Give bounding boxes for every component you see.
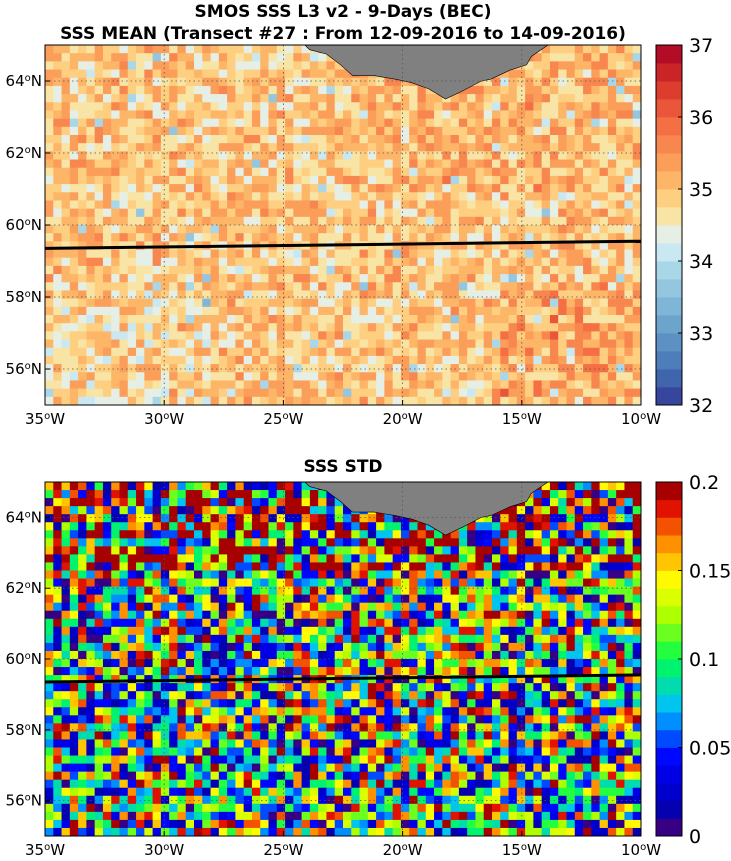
colorbar-tick-label: 35 (689, 179, 713, 201)
x-tick-label: 15oW (502, 841, 542, 859)
x-tick-label: 20oW (383, 410, 423, 428)
colorbar-tick-label: 37 (689, 35, 713, 57)
y-tick-label: 58oN (6, 721, 42, 739)
x-tick-label: 30oW (144, 410, 184, 428)
colorbar-tick-label: 0.15 (689, 561, 731, 583)
land-mass (304, 481, 549, 536)
colorbar-tick-label: 33 (689, 323, 713, 345)
y-tick-label: 62oN (6, 144, 42, 162)
x-tick-label: 35oW (25, 841, 65, 859)
sss-std-map: 35oW 30oW 25oW 20oW 15oW 10oW 56oN 58oN 60oN 62oN… (6, 472, 731, 859)
x-tick-label: 35oW (25, 410, 65, 428)
grid-lines (45, 45, 641, 405)
heatmap-cells (45, 45, 642, 406)
x-tick-label: 25oW (263, 841, 303, 859)
colorbar-tick-label: 0 (689, 826, 701, 848)
colorbar-tick-label: 0.05 (689, 738, 731, 760)
colorbar-tick-label: 36 (689, 107, 713, 129)
x-tick-label: 10oW (621, 410, 661, 428)
x-tick-label: 20oW (383, 841, 423, 859)
std-panel-title: SSS STD (303, 457, 382, 477)
x-tick-label: 15oW (502, 410, 542, 428)
y-tick-label: 60oN (6, 216, 42, 234)
land-mass (304, 44, 549, 100)
colorbar-tick-label: 32 (689, 395, 713, 417)
y-tick-label: 58oN (6, 288, 42, 306)
figure-title: SMOS SSS L3 v2 - 9-Days (BEC) (195, 2, 492, 22)
transect-line (44, 673, 642, 684)
x-tick-label: 30oW (144, 841, 184, 859)
colorbar: 32 33 34 35 36 37 (655, 35, 713, 417)
transect-line (44, 239, 642, 250)
colorbar-tick-label: 34 (689, 251, 713, 273)
grid-lines (45, 482, 641, 836)
y-tick-label: 60oN (6, 650, 42, 668)
x-tick-label: 25oW (263, 410, 303, 428)
colorbar-tick-label: 0.2 (689, 472, 719, 494)
y-tick-label: 64oN (6, 508, 42, 526)
x-tick-label: 10oW (621, 841, 661, 859)
mean-panel-subtitle: SSS MEAN (Transect #27 : From 12-09-2016… (60, 24, 626, 44)
colorbar-tick-label: 0.1 (689, 649, 719, 671)
y-tick-label: 56oN (6, 360, 42, 378)
y-tick-label: 62oN (6, 579, 42, 597)
colorbar: 0 0.05 0.1 0.15 0.2 (655, 472, 731, 848)
sss-mean-map: 35oW 30oW 25oW 20oW 15oW 10oW 56oN 58oN 60oN 62oN… (6, 35, 714, 428)
y-tick-label: 64oN (6, 72, 42, 90)
y-tick-label: 56oN (6, 792, 42, 810)
